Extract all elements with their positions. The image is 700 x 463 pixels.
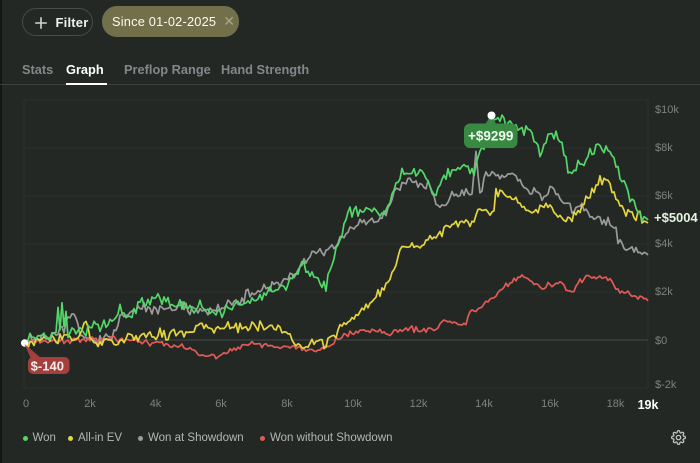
svg-text:+$9299: +$9299 (468, 129, 513, 144)
svg-text:$-140: $-140 (31, 359, 64, 374)
